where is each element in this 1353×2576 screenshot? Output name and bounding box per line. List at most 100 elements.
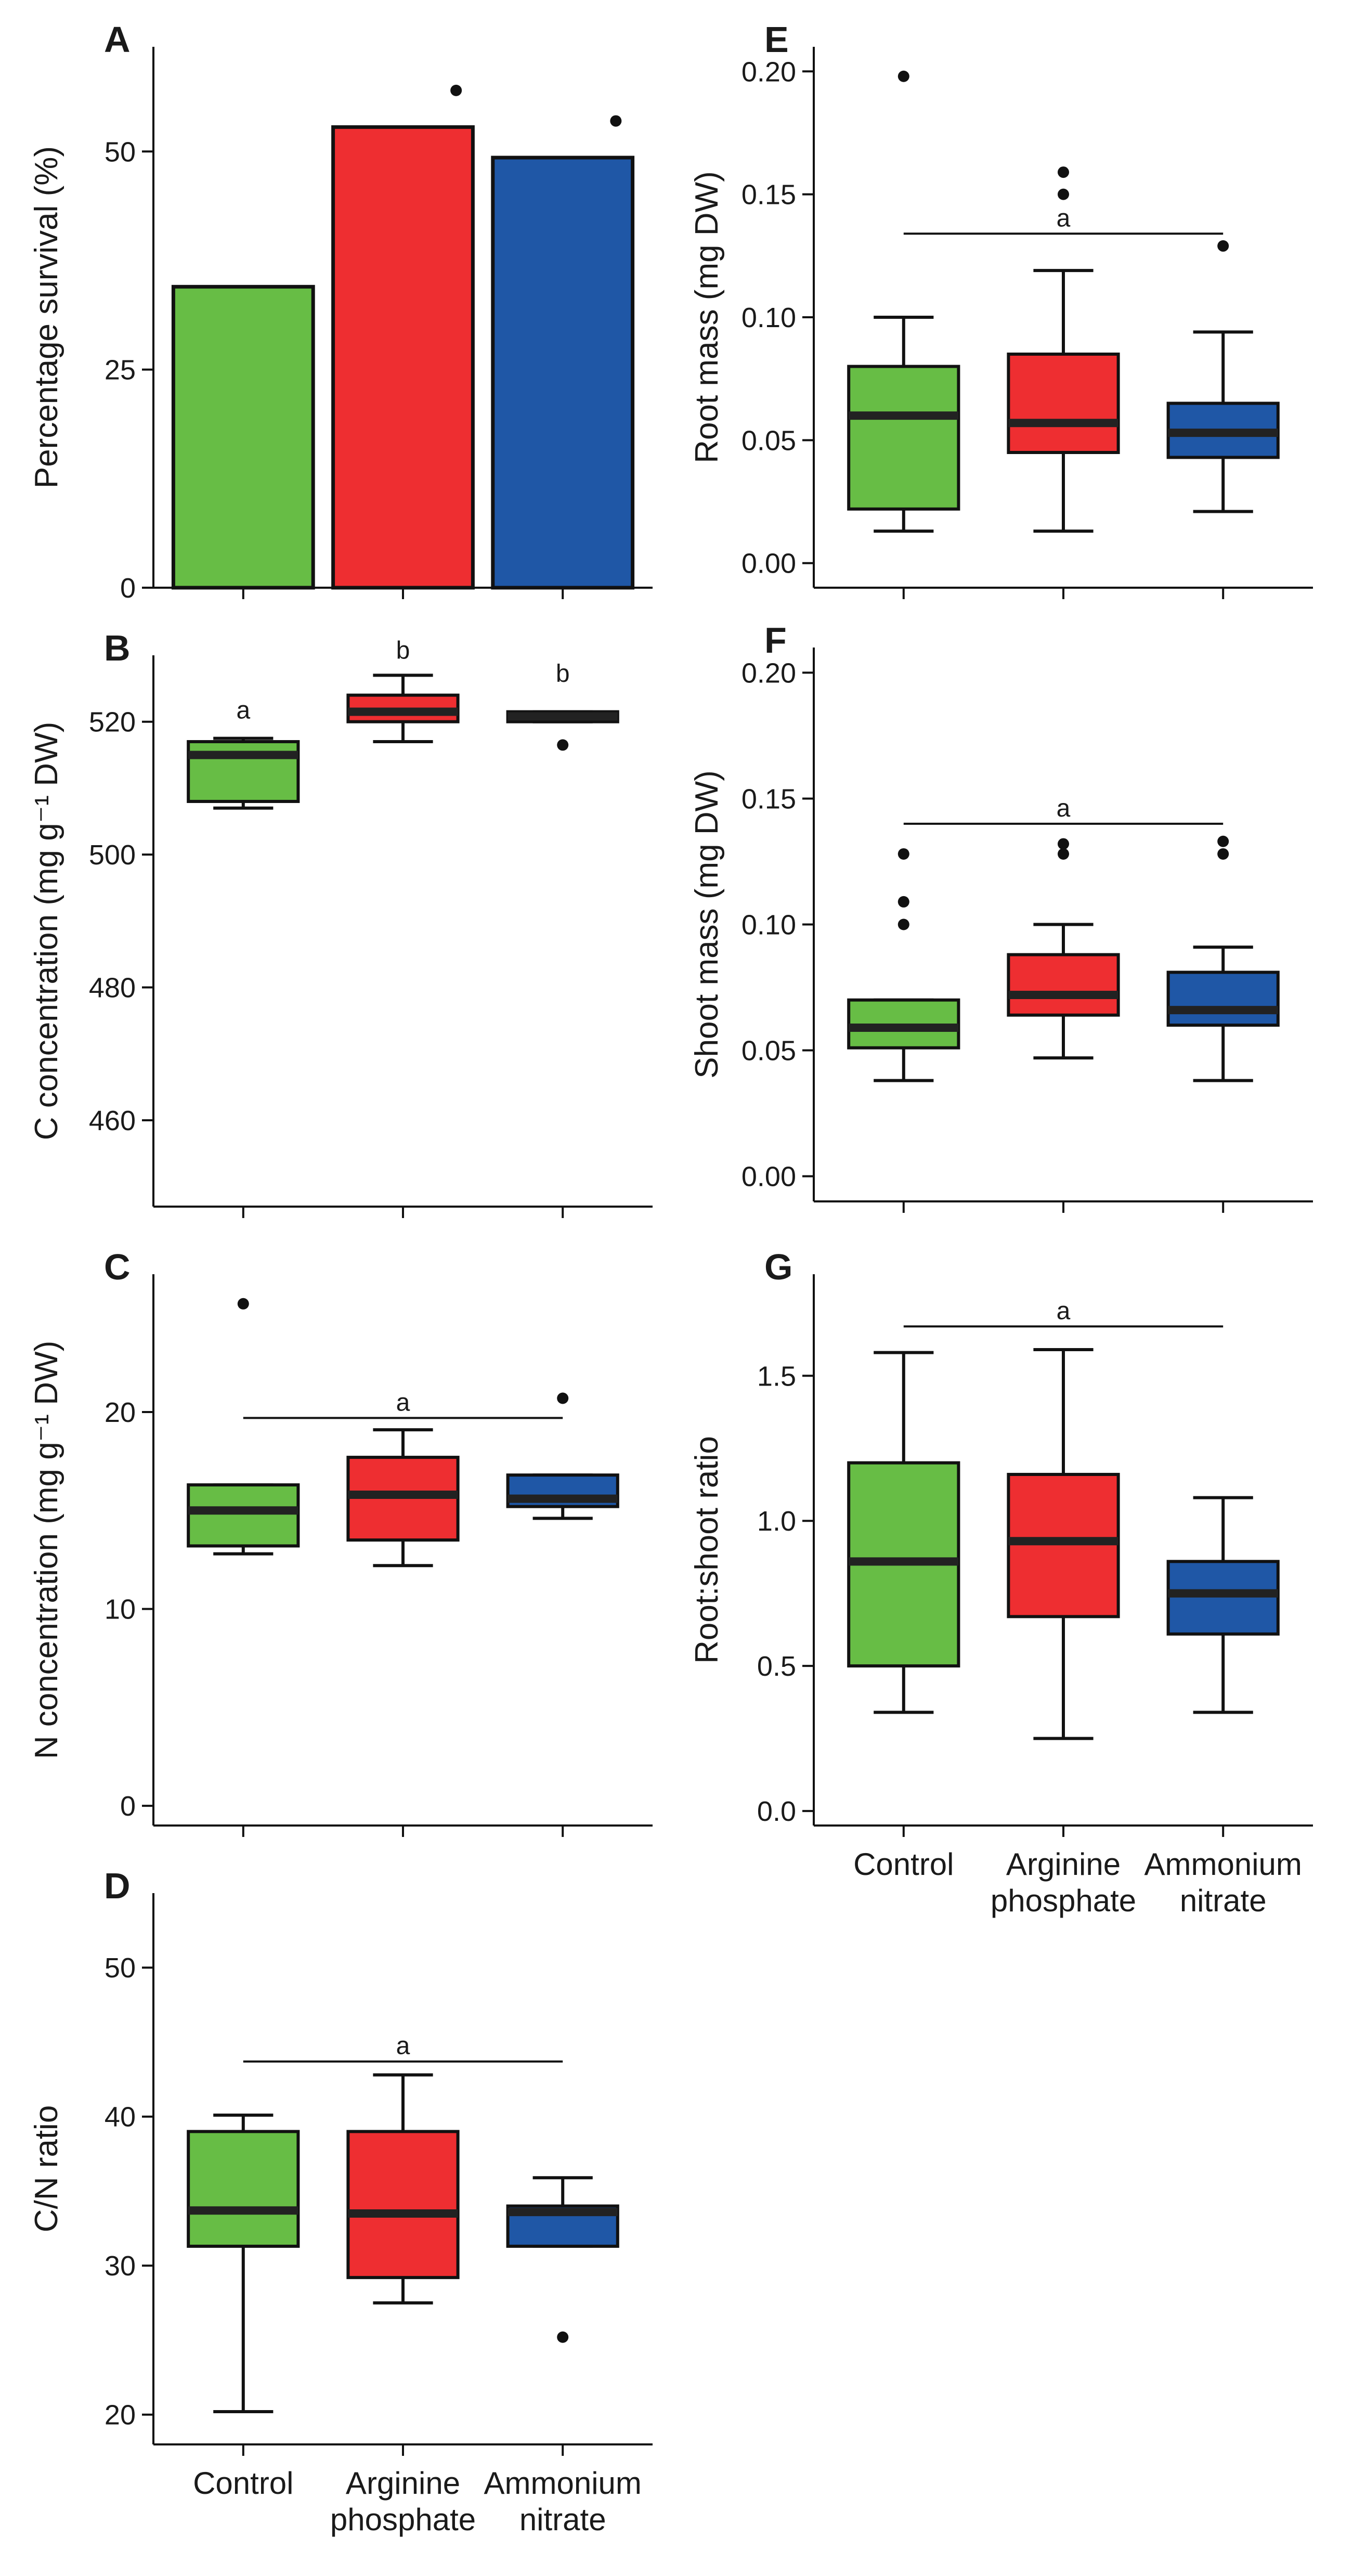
panel-letter: C [104,1247,131,1287]
panel-letter: D [104,1866,131,1906]
significance-letter: a [1057,795,1071,822]
y-tick-label: 20 [105,2400,136,2431]
x-category-label: Ammonium nitrate [484,2466,641,2537]
x-category-label: Arginine phosphate [991,1847,1136,1918]
x-category-label: Arginine phosphate [330,2466,476,2537]
panel-a: 0 25 50 Percentage survival (%) A [29,19,653,604]
bar [331,125,475,590]
panel-letter: B [104,628,131,668]
x-category-label-line: phosphate [330,2502,476,2537]
outlier-point [237,1298,249,1310]
y-tick-label: 0.20 [741,657,796,689]
box [847,365,960,511]
y-tick-label: 0 [120,1791,136,1822]
box [187,2130,300,2248]
x-category-label-line: nitrate [519,2502,606,2537]
outlier-point [1217,835,1229,847]
y-tick-label: 1.5 [757,1361,796,1392]
significance-letter: b [556,660,570,688]
y-tick-label: 0.0 [757,1796,796,1827]
y-tick-label: 0.00 [741,548,796,579]
y-axis-label: Root mass (mg DW) [689,171,725,463]
x-category-label-line: nitrate [1180,1883,1267,1918]
y-tick-label: 0.10 [741,302,796,333]
x-category-label: Control [193,2466,293,2501]
significance-letter: a [1057,204,1071,232]
y-axis-label: Shoot mass (mg DW) [689,770,725,1079]
y-tick-label: 0 [120,573,136,604]
outlier-point [897,70,909,82]
y-tick-label: 25 [105,355,136,386]
outlier-point [557,739,569,751]
y-tick-label: 0.05 [741,1035,796,1067]
outlier-point [557,1392,569,1404]
y-tick-label: 20 [105,1397,136,1428]
panel-c: 0 10 20 N concentration (mg g⁻¹ DW) Ca [29,1247,653,1837]
panel-letter: G [764,1247,792,1287]
y-tick-label: 40 [105,2102,136,2133]
x-category-label-line: Control [853,1847,954,1882]
x-category-label: Control [853,1847,954,1882]
y-tick-label: 0.15 [741,179,796,211]
panel-letter: A [104,19,131,60]
panel-g: 0.0 0.5 1.0 1.5 Root:shoot ratio Ga Control Arg… [689,1247,1313,1918]
y-tick-label: 50 [105,1952,136,1984]
y-axis-label: Percentage survival (%) [29,146,64,488]
x-category-label-line: Ammonium [1144,1847,1302,1882]
box [187,740,300,803]
significance-letter: a [236,696,250,724]
y-tick-label: 0.20 [741,56,796,87]
box [187,1483,300,1548]
outlier-point [1058,188,1069,200]
outlier-point [557,2331,569,2343]
y-tick-label: 500 [89,839,136,871]
panel-f: 0.00 0.05 0.10 0.15 0.20 Shoot mass (mg DW) Fa [689,620,1313,1213]
outlier-point [897,918,909,930]
y-tick-label: 30 [105,2250,136,2282]
panel-letter: E [764,19,789,60]
x-category-label-line: Arginine [1006,1847,1121,1882]
panel-e: 0.00 0.05 0.10 0.15 0.20 Root mass (mg DW) Ea [689,19,1313,599]
x-category-label-line: Ammonium [484,2466,641,2501]
y-axis-label: C concentration (mg g⁻¹ DW) [29,722,64,1141]
outlier-point [1217,848,1229,860]
y-tick-label: 1.0 [757,1506,796,1537]
outlier-point [897,848,909,860]
significance-letter: a [396,2033,410,2060]
x-category-label-line: Arginine [346,2466,460,2501]
outlier-point [1058,848,1069,860]
panel-letter: F [764,620,787,661]
significance-letter: b [396,637,410,664]
y-tick-label: 0.00 [741,1161,796,1193]
y-tick-label: 480 [89,973,136,1004]
y-tick-label: 0.10 [741,910,796,941]
outlier-point [610,115,622,127]
box [1007,1472,1120,1619]
y-tick-label: 10 [105,1594,136,1625]
panel-d: 20 30 40 50 C/N ratio Da Control Arginine phosph… [29,1866,653,2537]
y-axis-label: C/N ratio [29,2105,64,2233]
y-tick-label: 0.05 [741,425,796,456]
significance-letter: a [396,1389,410,1416]
y-tick-label: 0.15 [741,783,796,814]
box [1166,970,1280,1027]
outlier-point [1058,166,1069,178]
x-category-label-line: phosphate [991,1883,1136,1918]
x-category-label-line: Control [193,2466,293,2501]
box [1007,352,1120,455]
y-tick-label: 50 [105,136,136,167]
outlier-point [1058,838,1069,850]
box [346,2130,460,2280]
y-tick-label: 460 [89,1105,136,1136]
significance-letter: a [1057,1297,1071,1325]
bar [491,156,635,590]
panel-b: 460 480 500 520 C concentration (mg g⁻¹ DW) B… [29,628,653,1218]
y-tick-label: 0.5 [757,1651,796,1682]
x-category-label: Ammonium nitrate [1144,1847,1302,1918]
box [1166,1560,1280,1636]
outlier-point [897,896,909,908]
outlier-point [1217,240,1229,252]
box [1007,953,1120,1017]
y-axis-label: Root:shoot ratio [689,1436,725,1664]
